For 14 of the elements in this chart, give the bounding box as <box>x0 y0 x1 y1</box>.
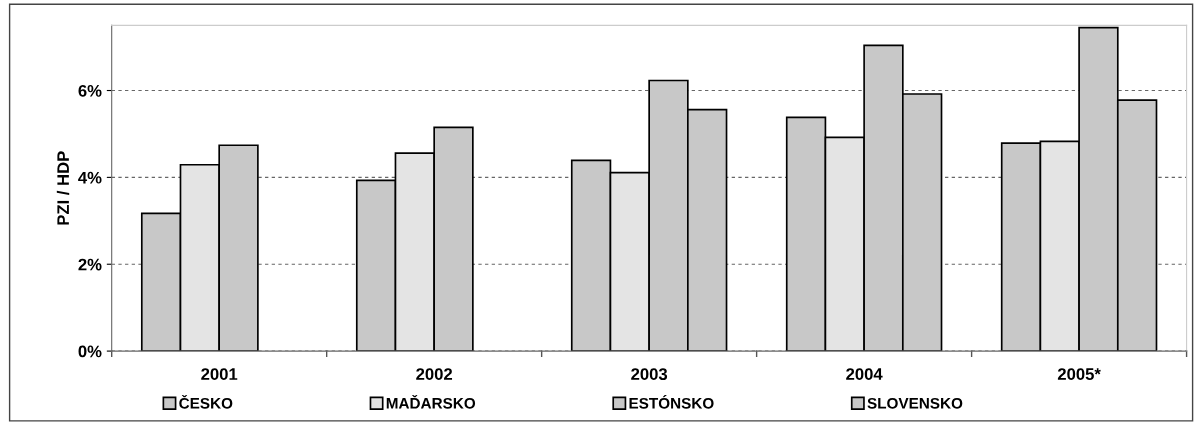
legend-label: ČESKO <box>179 394 233 409</box>
x-tick-label: 2003 <box>631 368 668 381</box>
legend-label: ESTÓNSKO <box>629 395 714 409</box>
x-tick-label: 2004 <box>846 368 883 380</box>
x-tick-label: 2001 <box>201 368 238 380</box>
y-tick-label: 2% <box>78 258 102 271</box>
y-tick-label: 0% <box>78 345 102 358</box>
x-tick-label: 2005* <box>1057 368 1101 380</box>
y-tick-label: 4% <box>78 171 102 184</box>
y-tick-label: 6% <box>78 84 102 97</box>
legend-label: SLOVENSKO <box>867 397 963 409</box>
x-tick-label: 2002 <box>416 368 453 380</box>
y-axis-title: PZI / HDP <box>56 151 70 225</box>
legend-label: MAĎARSKO <box>386 394 476 409</box>
